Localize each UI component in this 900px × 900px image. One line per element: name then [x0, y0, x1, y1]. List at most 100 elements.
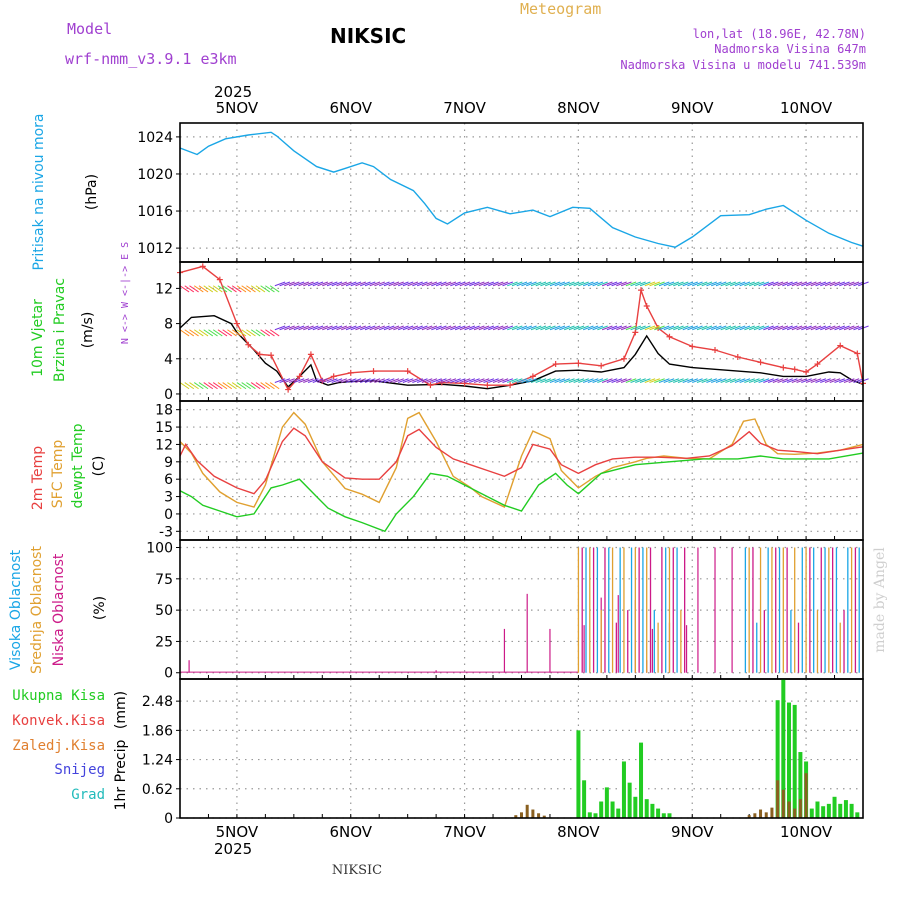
gust-marker — [575, 360, 582, 367]
wind-barb — [658, 281, 670, 287]
wind-barb — [601, 378, 613, 383]
wind-barb — [255, 382, 266, 390]
wind-barb — [208, 382, 218, 390]
wind-barb — [853, 378, 865, 383]
model-elevation-info: Nadmorska Visina u modelu 741.539m — [620, 58, 866, 72]
wind-barb — [203, 382, 214, 390]
wind-barb — [279, 378, 291, 383]
wind-barb — [597, 378, 608, 383]
wind-barb — [303, 378, 314, 383]
ytick-label-cloud: 75 — [155, 572, 173, 588]
wind-barb — [488, 325, 499, 331]
wind-barb — [203, 285, 214, 293]
total-precip-bar — [815, 801, 820, 818]
wind-barb — [374, 325, 385, 331]
wind-barb — [578, 325, 589, 331]
wind-barb — [777, 325, 789, 331]
gust-marker — [529, 373, 536, 380]
wind-barb — [582, 281, 594, 287]
wind-barb — [312, 325, 324, 331]
wind-barb — [374, 378, 385, 383]
wind-barb — [284, 281, 295, 287]
total-precip-bar — [587, 812, 592, 818]
wind-barb — [260, 382, 270, 390]
wind-barb — [526, 325, 537, 331]
wind-barb — [597, 325, 608, 331]
wind-barb — [810, 378, 822, 383]
conv-precip-bar — [787, 801, 791, 818]
precip-unit: (mm) — [113, 691, 129, 729]
series-pressure — [179, 131, 864, 248]
wind-barb — [611, 281, 623, 287]
wind-barb — [364, 325, 376, 331]
wind-barb — [824, 281, 836, 287]
wind-barb — [326, 281, 338, 287]
gust-marker — [638, 287, 645, 294]
wind-barb — [435, 325, 447, 331]
wind-barb — [682, 281, 694, 287]
wind-barb — [791, 281, 803, 287]
wind-barb — [810, 281, 822, 287]
gust-marker — [757, 359, 764, 366]
legend-snow: Snijeg — [54, 762, 105, 778]
wind-barb — [620, 378, 632, 383]
wind-barb — [606, 281, 618, 287]
legend-hail: Grad — [71, 787, 105, 803]
wind-barb — [322, 281, 333, 287]
wind-barb — [217, 285, 228, 293]
wind-barb — [483, 378, 495, 383]
wind-barb — [402, 325, 414, 331]
wind-barb — [606, 325, 618, 331]
total-precip-bar — [809, 808, 814, 818]
total-precip-bar — [775, 700, 780, 818]
conv-precip-bar — [514, 815, 518, 818]
wind-barb — [530, 378, 542, 383]
wind-barb — [364, 378, 376, 383]
lonlat-info: lon,lat (18.96E, 42.78N) — [693, 27, 866, 41]
wind-barb — [492, 325, 504, 331]
wind-barb — [412, 378, 423, 383]
wind-barb — [198, 285, 209, 293]
wind-barb — [222, 382, 233, 390]
total-precip-bar — [650, 803, 655, 818]
wind-barb — [696, 378, 708, 383]
wind-barb — [208, 285, 218, 293]
day-label-top-10NOV: 10NOV — [780, 99, 833, 117]
gust-marker — [461, 380, 468, 387]
wind-barb — [179, 285, 190, 293]
wind-barb — [782, 281, 793, 287]
wind-barb — [402, 378, 414, 383]
wind-barb — [545, 325, 556, 331]
wind-barb — [805, 325, 817, 331]
wind-barb — [507, 281, 518, 287]
ytick-label-temp: 12 — [155, 437, 173, 453]
wind-barb — [459, 281, 471, 287]
gust-marker — [484, 382, 491, 389]
wind-barb — [507, 378, 518, 383]
wind-barb — [687, 378, 699, 383]
wind-barb — [336, 325, 348, 331]
wind-barb — [502, 378, 514, 383]
wind-barb — [511, 281, 523, 287]
wind-barb — [350, 281, 362, 287]
ytick-label-precip: 1.24 — [142, 753, 173, 769]
wind-barb — [777, 281, 789, 287]
wind-barb — [834, 378, 846, 383]
total-precip-bar — [792, 704, 797, 818]
wind-barb — [644, 281, 656, 287]
wind-barb — [312, 281, 324, 287]
wind-barb — [222, 285, 233, 293]
wind-barb — [805, 378, 817, 383]
gust-marker — [734, 354, 741, 361]
wind-barb — [454, 378, 466, 383]
wind-barb — [298, 325, 310, 331]
wind-barb — [421, 325, 433, 331]
gust-marker — [199, 263, 206, 270]
temp-subtitle: SFC Temp — [50, 440, 66, 509]
wind-barb — [739, 325, 751, 331]
gust-marker — [689, 343, 696, 350]
wind-barb — [587, 281, 599, 287]
gust-marker — [216, 276, 223, 283]
wind-barb — [635, 378, 646, 383]
wind-barb — [582, 378, 594, 383]
